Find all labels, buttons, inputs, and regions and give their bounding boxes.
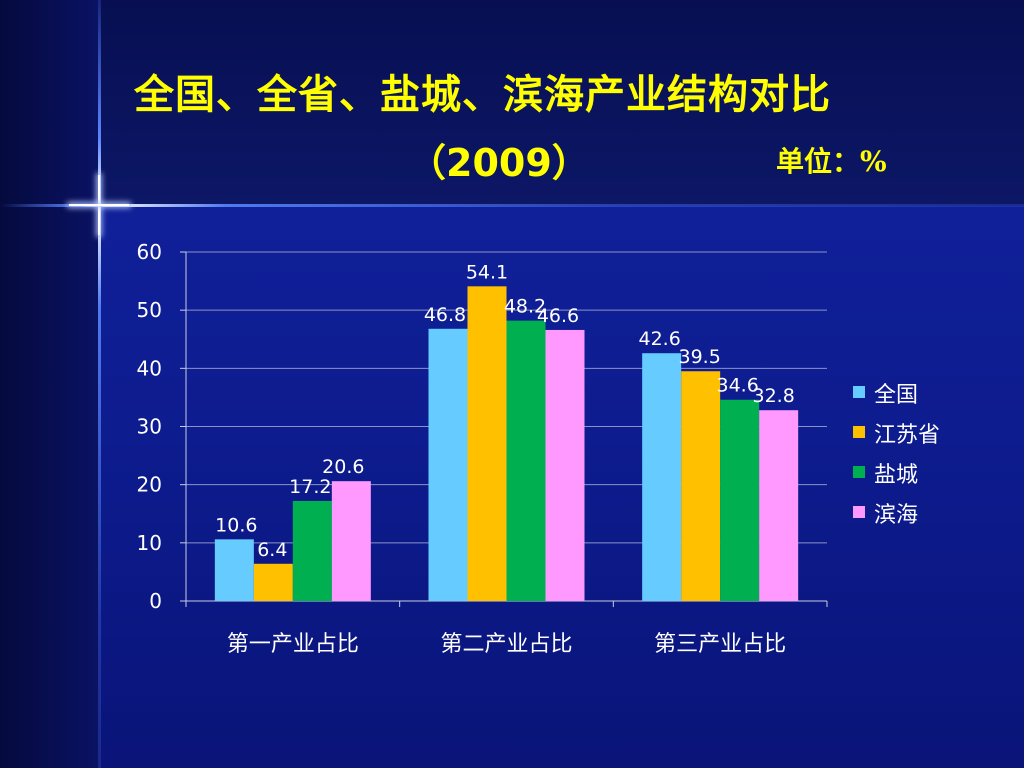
y-tick-label: 0 xyxy=(149,589,162,613)
data-label: 10.6 xyxy=(215,514,257,536)
legend-label: 盐城 xyxy=(874,463,918,488)
slide-title-year: （2009） xyxy=(408,141,590,185)
data-label: 46.6 xyxy=(537,305,579,327)
y-tick-label: 20 xyxy=(137,473,162,497)
header-background xyxy=(0,0,1024,206)
bar xyxy=(331,481,371,601)
bar xyxy=(681,371,721,601)
data-label: 6.4 xyxy=(257,539,287,561)
data-label: 42.6 xyxy=(639,328,681,350)
y-tick-label: 60 xyxy=(137,240,162,264)
y-tick-label: 30 xyxy=(137,415,162,439)
horizontal-divider-line xyxy=(0,204,1024,207)
legend-swatch xyxy=(853,386,865,398)
legend-swatch xyxy=(853,506,865,518)
bar xyxy=(545,329,585,601)
x-category-label: 第一产业占比 xyxy=(227,632,359,657)
data-label: 54.1 xyxy=(466,261,508,283)
left-band-background xyxy=(0,0,100,768)
legend-label: 滨海 xyxy=(874,503,918,528)
x-category-label: 第二产业占比 xyxy=(440,632,572,657)
vertical-divider-line xyxy=(98,0,101,768)
data-label: 34.6 xyxy=(717,375,759,397)
bar xyxy=(214,539,254,601)
bar xyxy=(292,500,332,601)
y-tick-label: 50 xyxy=(137,298,162,322)
legend-swatch xyxy=(853,466,865,478)
bar xyxy=(506,320,546,601)
data-label: 32.8 xyxy=(753,385,795,407)
slide-title: 全国、全省、盐城、滨海产业结构对比 xyxy=(134,71,831,118)
data-label: 17.2 xyxy=(289,476,331,498)
y-tick-label: 10 xyxy=(137,531,162,555)
legend-label: 江苏省 xyxy=(874,423,940,448)
bar xyxy=(759,410,799,601)
bar xyxy=(428,328,468,601)
bar xyxy=(642,353,682,601)
y-tick-label: 40 xyxy=(137,356,162,380)
bar xyxy=(253,563,293,601)
legend-swatch xyxy=(853,426,865,438)
x-category-label: 第三产业占比 xyxy=(654,632,786,657)
legend-label: 全国 xyxy=(874,383,918,408)
data-label: 48.2 xyxy=(504,296,546,318)
bar xyxy=(720,399,760,601)
data-label: 46.8 xyxy=(424,304,466,326)
bar xyxy=(467,286,507,601)
unit-label: 单位：% xyxy=(776,145,887,178)
data-label: 39.5 xyxy=(679,346,721,368)
data-label: 20.6 xyxy=(322,456,364,478)
